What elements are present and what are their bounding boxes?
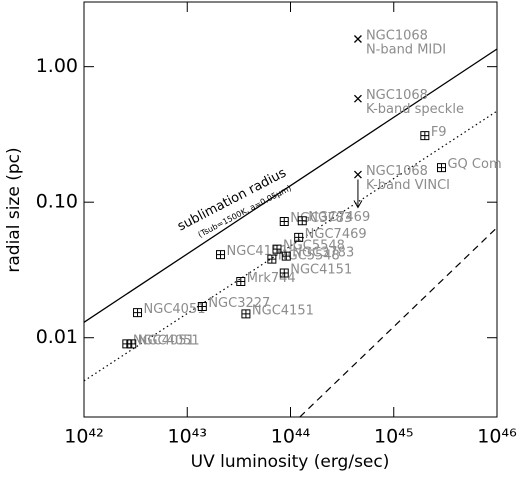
data-point	[241, 309, 251, 319]
data-point	[216, 250, 226, 260]
x-tick-label: 10⁴³	[168, 426, 207, 448]
point-label: NGC3227	[208, 296, 270, 311]
point-label: F9	[431, 125, 447, 140]
model-line	[84, 48, 497, 323]
point-label: NGC1068	[366, 88, 428, 103]
point-label: NGC4051	[144, 302, 206, 317]
point-label: N-band MIDI	[366, 42, 446, 57]
model-line	[84, 110, 497, 382]
data-point	[197, 301, 207, 311]
point-label: NGC4151	[252, 303, 314, 318]
data-point	[353, 170, 362, 179]
y-tick-label: 0.01	[36, 326, 78, 348]
x-tick-label: 10⁴⁴	[271, 426, 311, 448]
y-tick-label: 1.00	[36, 55, 78, 77]
model-line	[299, 227, 497, 417]
point-label: GQ Com	[447, 157, 501, 172]
point-label: NGC5548	[278, 249, 340, 264]
plot-frame	[83, 1, 498, 418]
data-point	[236, 276, 246, 286]
x-axis-label: UV luminosity (erg/sec)	[191, 452, 390, 472]
point-label: K-band speckle	[366, 102, 464, 117]
data-point	[297, 216, 307, 226]
data-point	[133, 308, 143, 318]
point-label: NGC7469	[308, 210, 370, 225]
point-label: NGC1068	[366, 28, 428, 43]
data-point	[420, 131, 430, 141]
data-point	[281, 251, 291, 261]
point-label: NGC5548	[283, 239, 345, 254]
data-point	[436, 163, 446, 173]
point-label: NGC1068	[366, 164, 428, 179]
point-label: NGC7469	[305, 227, 367, 242]
data-point	[267, 254, 277, 264]
point-label: NGC4151	[290, 263, 352, 278]
data-point	[279, 268, 289, 278]
point-label: NGC4051	[138, 333, 200, 348]
x-tick-label: 10⁴⁵	[374, 426, 413, 448]
point-label: NGC3783	[292, 246, 354, 261]
data-point	[272, 244, 282, 254]
point-label: NGC4051	[133, 333, 195, 348]
x-tick-label: 10⁴⁶	[477, 426, 516, 448]
point-label: Mrk744	[247, 271, 296, 286]
y-axis-label: radial size (pc)	[4, 147, 24, 272]
data-point	[353, 94, 362, 103]
point-label: NGC3783	[290, 211, 352, 226]
data-point	[279, 217, 289, 227]
y-tick-label: 0.10	[36, 191, 78, 213]
data-point	[353, 35, 362, 43]
data-point	[127, 339, 137, 349]
upper-limit-arrow	[353, 179, 363, 209]
data-point	[294, 232, 304, 242]
point-label: K-band VINCI	[366, 178, 450, 193]
x-tick-label: 10⁴²	[64, 426, 103, 448]
